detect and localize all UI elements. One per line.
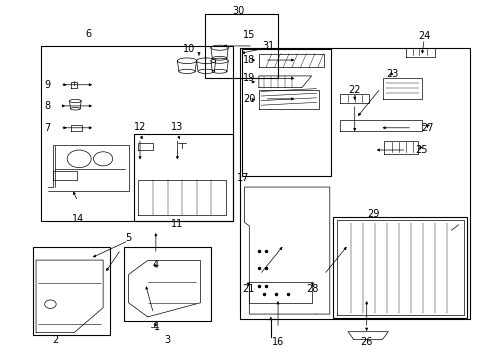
Text: 24: 24: [417, 31, 429, 41]
Text: 31: 31: [262, 41, 274, 51]
Bar: [123, 247, 210, 321]
Bar: [239, 48, 469, 319]
Text: 22: 22: [348, 85, 360, 95]
Text: 18: 18: [243, 55, 255, 65]
Text: 27: 27: [421, 123, 433, 133]
Text: 14: 14: [71, 214, 83, 224]
Text: 8: 8: [44, 101, 50, 111]
Text: 23: 23: [385, 69, 397, 79]
Text: 7: 7: [44, 123, 50, 133]
Text: 28: 28: [306, 284, 318, 294]
Text: 11: 11: [171, 219, 183, 229]
Text: 10: 10: [183, 45, 195, 54]
Text: 6: 6: [85, 28, 92, 39]
Text: 13: 13: [171, 122, 183, 132]
Bar: [242, 49, 330, 176]
Text: 30: 30: [232, 6, 244, 16]
Text: 29: 29: [367, 208, 379, 219]
Text: 25: 25: [415, 145, 427, 155]
Bar: [41, 46, 232, 221]
Text: 15: 15: [243, 30, 255, 40]
Text: 20: 20: [243, 94, 255, 104]
Text: 17: 17: [237, 173, 249, 183]
Text: 1: 1: [154, 323, 160, 333]
Text: 9: 9: [44, 80, 50, 90]
Text: 19: 19: [243, 73, 255, 84]
Text: 2: 2: [52, 335, 58, 345]
Text: 4: 4: [152, 260, 159, 270]
Text: 3: 3: [164, 335, 170, 345]
Bar: [332, 217, 467, 318]
Text: 16: 16: [271, 337, 284, 347]
Bar: [33, 247, 110, 335]
Bar: [205, 14, 278, 78]
Text: 26: 26: [360, 337, 372, 347]
Bar: [134, 134, 232, 221]
Text: 5: 5: [125, 233, 131, 243]
Text: 12: 12: [134, 122, 146, 132]
Text: 21: 21: [242, 284, 254, 294]
